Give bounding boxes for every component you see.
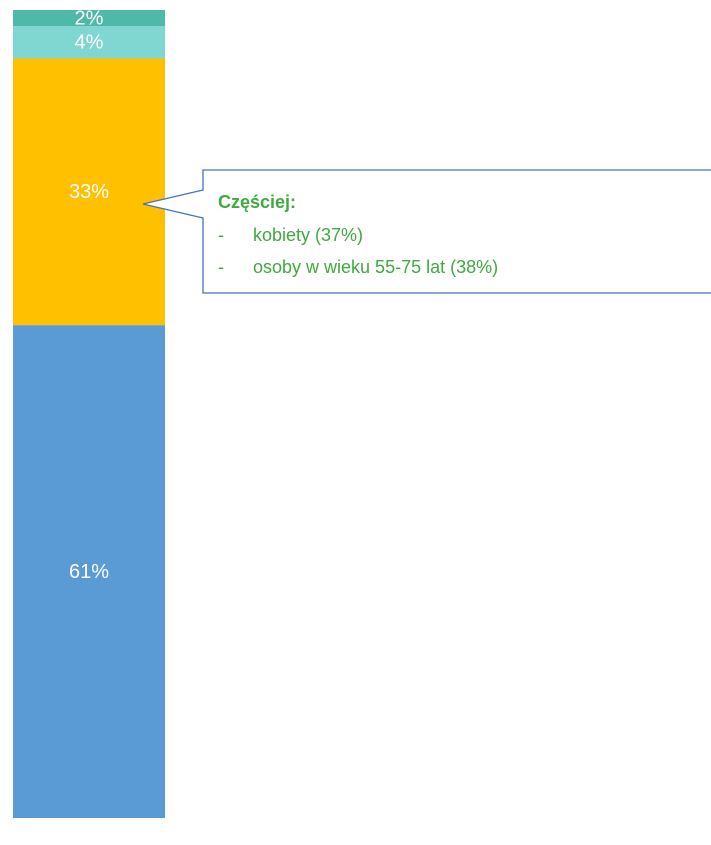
bar-segment	[13, 10, 165, 27]
bar-segment	[13, 26, 165, 59]
callout-box	[142, 169, 711, 294]
callout-bullet: -	[218, 225, 224, 245]
data-label: 2%	[75, 7, 104, 29]
data-label: 4%	[75, 32, 104, 54]
data-label: 33%	[69, 181, 109, 203]
callout-bullet: -	[218, 257, 224, 277]
callout-title: Częściej:	[218, 192, 296, 212]
callout-item: osoby w wieku 55-75 lat (38%)	[253, 257, 498, 277]
data-label: 61%	[69, 561, 109, 583]
callout-item: kobiety (37%)	[253, 225, 363, 245]
bar-segment	[13, 58, 165, 326]
bar-segment	[13, 325, 165, 818]
